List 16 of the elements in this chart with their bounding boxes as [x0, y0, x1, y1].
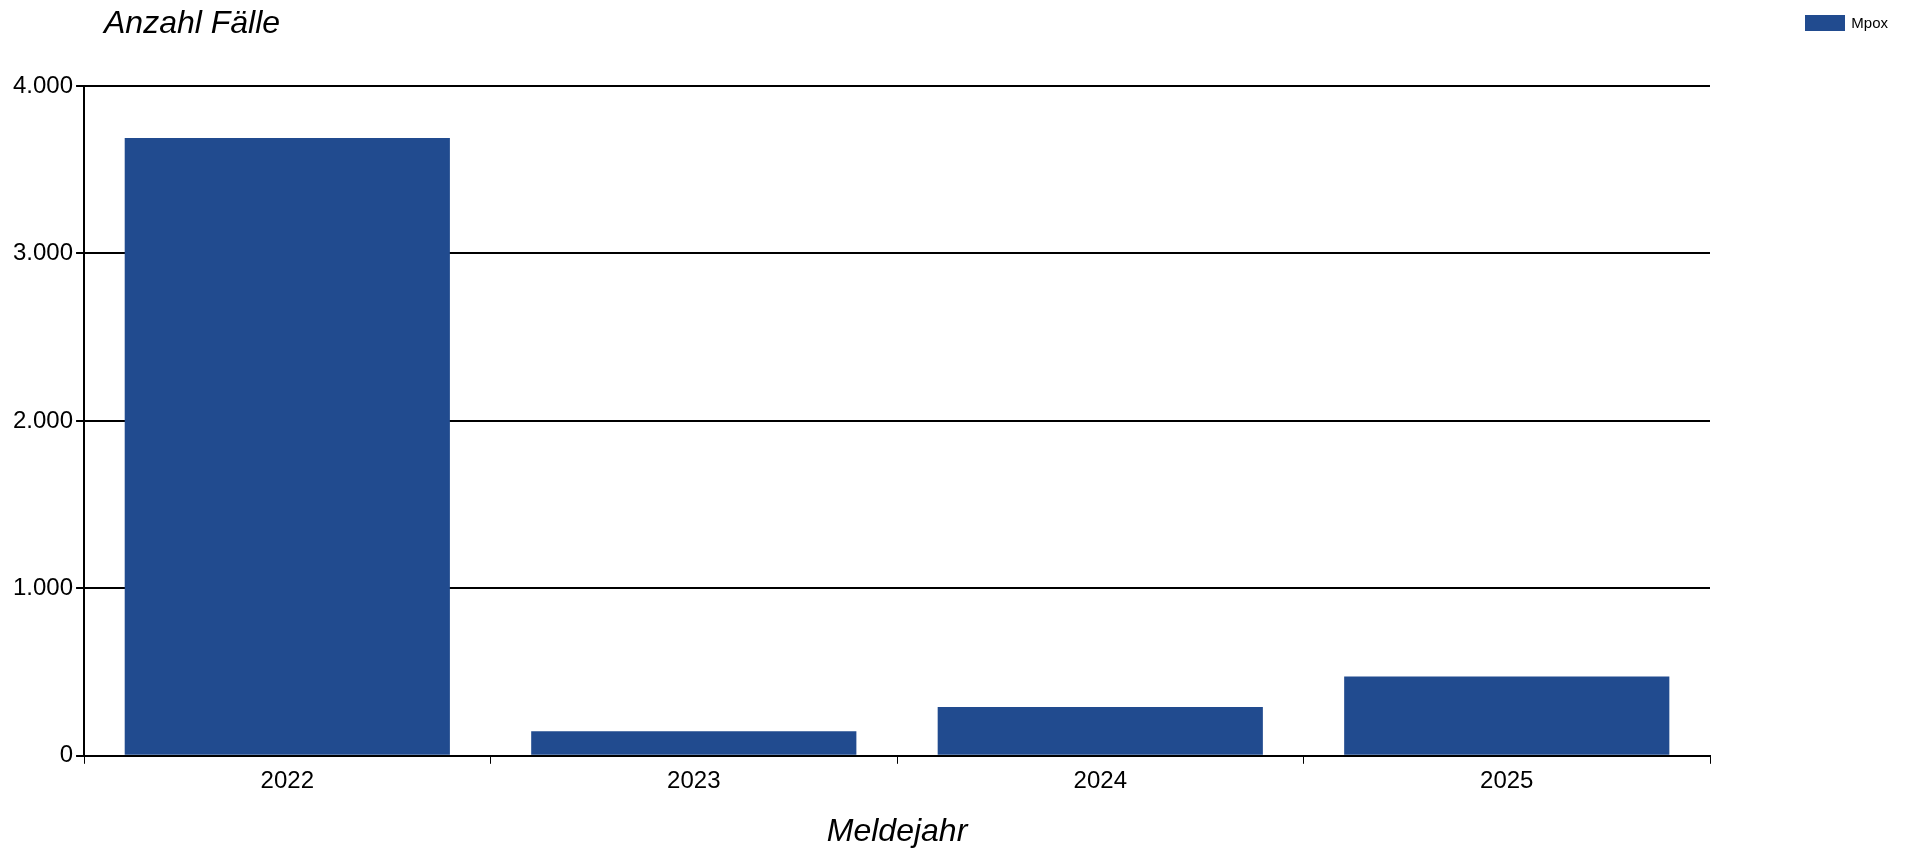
- bar: [124, 137, 450, 755]
- x-tick-label: 2022: [260, 765, 314, 793]
- y-tick-label: 2.000: [13, 405, 74, 433]
- y-tick-label: 1.000: [13, 572, 74, 600]
- bar: [1344, 676, 1670, 755]
- legend-label: Mpox: [1851, 14, 1888, 31]
- bar: [937, 707, 1263, 755]
- y-tick-label: 3.000: [13, 238, 74, 266]
- y-tick-label: 4.000: [13, 70, 74, 98]
- x-tick-label: 2024: [1073, 765, 1127, 793]
- y-axis-title: Anzahl Fälle: [104, 4, 281, 41]
- x-axis-title: Meldejahr: [826, 811, 969, 848]
- y-tick-label: 0: [59, 740, 74, 768]
- x-tick-label: 2023: [667, 765, 721, 793]
- x-tick-label: 2025: [1480, 765, 1534, 793]
- bar: [531, 731, 857, 755]
